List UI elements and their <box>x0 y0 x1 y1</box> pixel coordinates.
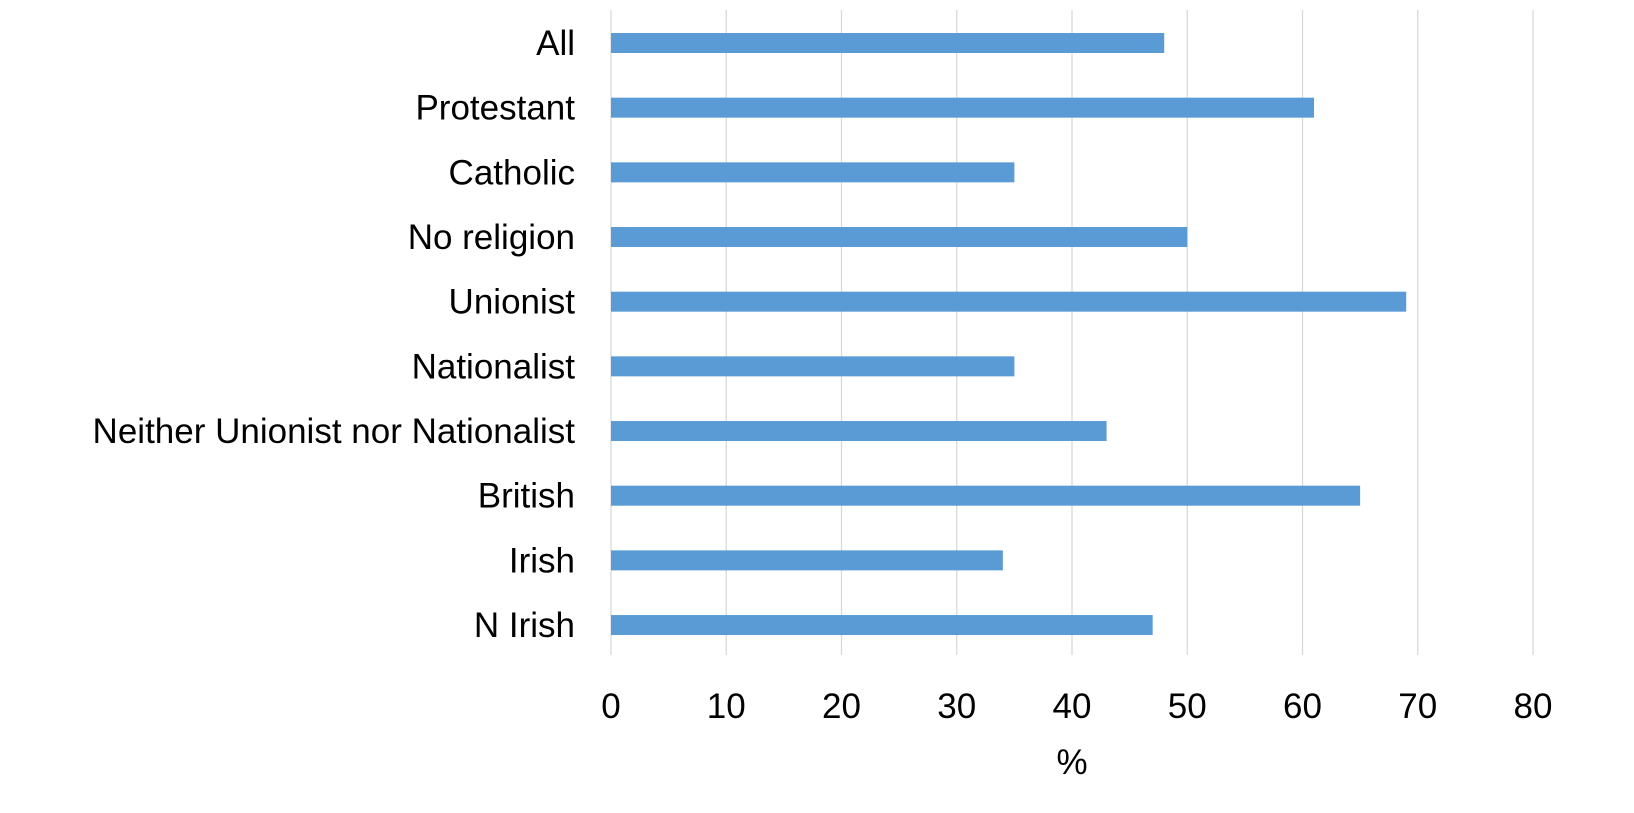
x-tick-label-50: 50 <box>1168 687 1207 726</box>
x-tick-label-10: 10 <box>707 687 746 726</box>
category-label-british: British <box>478 477 575 516</box>
bar-all <box>611 33 1165 53</box>
category-label-protestant: Protestant <box>415 89 575 128</box>
x-tick-label-0: 0 <box>601 687 620 726</box>
x-tick-label-60: 60 <box>1283 687 1322 726</box>
x-tick-label-30: 30 <box>937 687 976 726</box>
category-label-unionist: Unionist <box>449 283 576 322</box>
category-label-all: All <box>536 24 575 63</box>
x-tick-label-20: 20 <box>822 687 861 726</box>
bar-irish <box>611 550 1003 571</box>
bar-protestant <box>611 97 1315 118</box>
bar-british <box>611 485 1361 506</box>
category-label-neither-unionist-nor-nationalist: Neither Unionist nor Nationalist <box>93 412 576 451</box>
x-tick-label-40: 40 <box>1053 687 1092 726</box>
bars <box>611 33 1407 636</box>
x-tick-label-70: 70 <box>1398 687 1437 726</box>
x-axis-ticks: 0 10 20 30 40 50 60 70 80 <box>601 687 1552 726</box>
x-axis-title: % <box>1056 743 1087 782</box>
bar-no-religion <box>611 227 1188 248</box>
bar-n-irish <box>611 615 1153 636</box>
bar-neither-unionist-nor-nationalist <box>611 421 1107 442</box>
category-label-nationalist: Nationalist <box>412 347 576 386</box>
x-tick-label-80: 80 <box>1514 687 1553 726</box>
category-label-n-irish: N Irish <box>474 606 575 645</box>
category-labels: All Protestant Catholic No religion Unionist… <box>93 24 576 645</box>
bar-unionist <box>611 291 1407 312</box>
category-label-no-religion: No religion <box>408 218 575 257</box>
bar-nationalist <box>611 356 1015 377</box>
category-label-irish: Irish <box>509 541 575 580</box>
bar-catholic <box>611 162 1015 183</box>
category-label-catholic: Catholic <box>449 153 575 192</box>
